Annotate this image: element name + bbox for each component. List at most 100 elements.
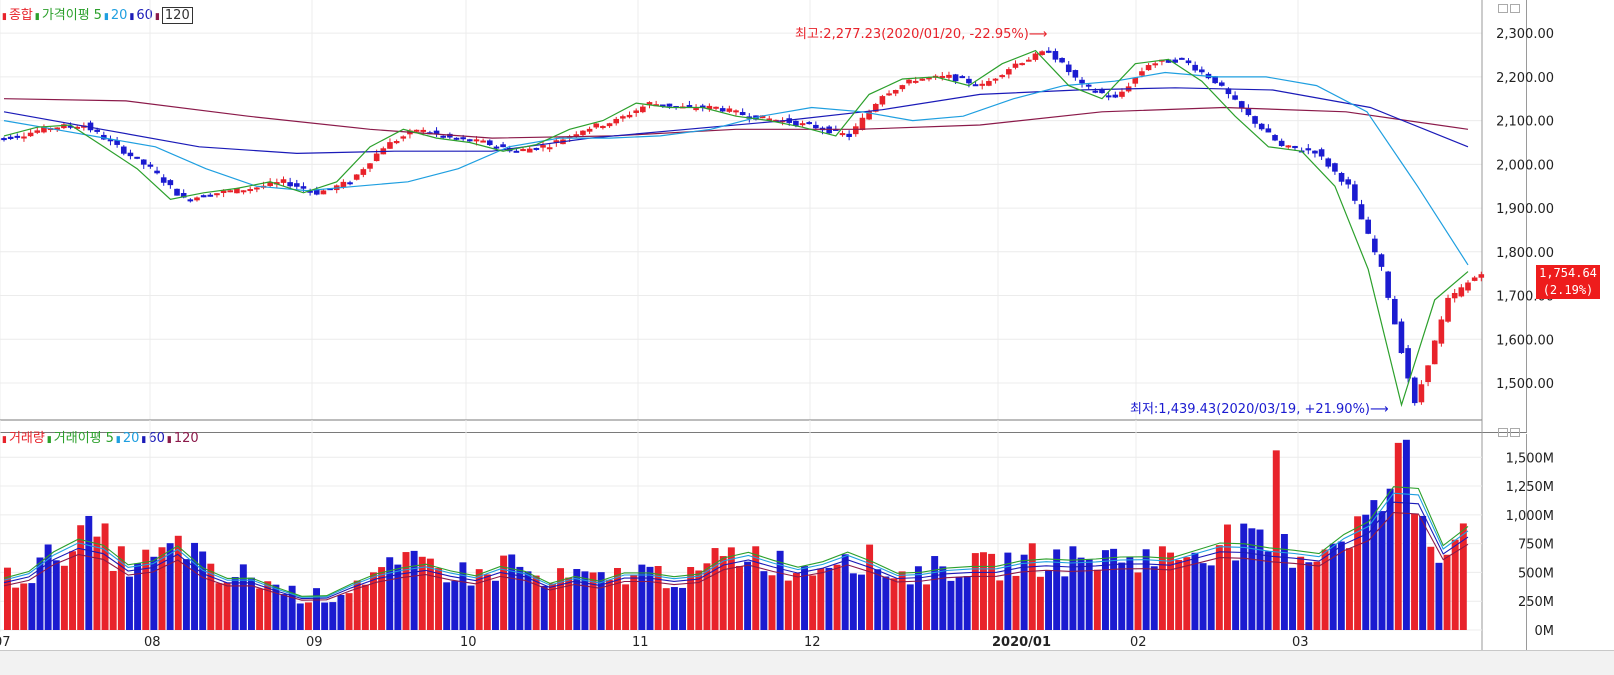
volume-bar bbox=[69, 551, 76, 630]
volume-axis-label: 750M bbox=[1518, 538, 1554, 553]
volume-bar bbox=[53, 560, 60, 630]
candle-body bbox=[1305, 148, 1311, 150]
volume-bar bbox=[484, 574, 491, 630]
candle-body bbox=[959, 76, 965, 78]
candle-body bbox=[141, 160, 147, 165]
candle-body bbox=[1073, 70, 1079, 78]
volume-bar bbox=[378, 567, 385, 630]
candle-body bbox=[1186, 60, 1192, 63]
candle-body bbox=[713, 107, 719, 109]
volume-bar bbox=[1021, 555, 1028, 630]
volume-bar bbox=[1419, 516, 1426, 630]
candle-body bbox=[1379, 254, 1385, 267]
volume-bar bbox=[37, 557, 44, 630]
volume-bar bbox=[1061, 576, 1068, 630]
volume-bar bbox=[1395, 443, 1402, 630]
candle-body bbox=[1292, 146, 1298, 148]
candle-body bbox=[620, 116, 626, 118]
candle-body bbox=[740, 112, 746, 115]
volume-bar bbox=[61, 566, 68, 630]
candle-body bbox=[720, 108, 726, 111]
candle-body bbox=[1086, 85, 1092, 87]
candle-body bbox=[201, 195, 207, 197]
volume-bar bbox=[102, 523, 109, 630]
candle-body bbox=[214, 193, 220, 195]
candle-body bbox=[1432, 341, 1438, 365]
candle-body bbox=[733, 110, 739, 112]
last-price-change: (2.19%) bbox=[1536, 282, 1600, 299]
x-axis-label: 08 bbox=[144, 635, 161, 650]
volume-bar bbox=[557, 568, 564, 630]
volume-bar bbox=[1444, 555, 1451, 630]
volume-bar bbox=[964, 576, 971, 630]
candle-body bbox=[580, 131, 586, 135]
x-axis-label: 03 bbox=[1292, 635, 1309, 650]
candle-body bbox=[161, 177, 167, 182]
volume-bar bbox=[1135, 572, 1142, 630]
volume-bar bbox=[492, 581, 499, 630]
candle-body bbox=[633, 110, 639, 113]
candle-body bbox=[227, 190, 233, 192]
candle-body bbox=[860, 118, 866, 130]
volume-bar bbox=[1281, 534, 1288, 630]
volume-bar bbox=[20, 583, 27, 630]
candle-body bbox=[354, 174, 360, 179]
volume-bar bbox=[215, 583, 222, 630]
volume-bar bbox=[77, 525, 84, 630]
volume-bar bbox=[947, 581, 954, 630]
candle-body bbox=[414, 130, 420, 132]
candle-body bbox=[154, 171, 160, 174]
volume-bar bbox=[931, 556, 938, 630]
candle-body bbox=[174, 189, 180, 196]
volume-bar bbox=[760, 571, 767, 630]
volume-axis-label: 250M bbox=[1518, 595, 1554, 610]
volume-bar bbox=[1240, 524, 1247, 630]
candle-body bbox=[1286, 145, 1292, 147]
candle-body bbox=[1093, 91, 1099, 93]
volume-bar bbox=[980, 552, 987, 630]
volume-bar bbox=[167, 543, 174, 630]
volume-bar bbox=[988, 554, 995, 630]
volume-bar bbox=[85, 516, 92, 630]
candle-body bbox=[1039, 51, 1045, 55]
candle-body bbox=[973, 84, 979, 86]
volume-bar bbox=[1151, 566, 1158, 630]
volume-bar bbox=[638, 565, 645, 630]
candle-body bbox=[1179, 58, 1185, 60]
candle-body bbox=[1219, 82, 1225, 85]
candle-body bbox=[846, 134, 852, 137]
candle-body bbox=[148, 165, 154, 167]
bottom-scroll-strip[interactable] bbox=[0, 650, 1614, 675]
x-axis-label: 07 bbox=[0, 635, 11, 650]
volume-bar bbox=[1126, 557, 1133, 630]
candle-body bbox=[247, 189, 253, 191]
candle-body bbox=[1113, 95, 1119, 98]
candle-body bbox=[1385, 272, 1391, 298]
candle-body bbox=[1013, 64, 1019, 68]
volume-bar bbox=[1045, 570, 1052, 630]
candle-body bbox=[1246, 108, 1252, 115]
volume-bar bbox=[630, 575, 637, 630]
volume-bar bbox=[1289, 568, 1296, 630]
candle-body bbox=[1026, 60, 1032, 62]
volume-bar bbox=[305, 602, 312, 630]
price-chart-svg: 1,500.001,600.001,700.001,800.001,900.00… bbox=[0, 0, 1614, 432]
volume-bar bbox=[809, 575, 816, 630]
candle-body bbox=[520, 149, 526, 151]
candle-body bbox=[207, 195, 213, 197]
candle-body bbox=[1399, 322, 1405, 354]
candle-body bbox=[1392, 299, 1398, 324]
volume-bar bbox=[1069, 546, 1076, 630]
candle-body bbox=[1053, 51, 1059, 60]
candle-body bbox=[1019, 63, 1025, 65]
low-annotation: 최저:1,439.43(2020/03/19, +21.90%)⟶ bbox=[1130, 402, 1389, 417]
candle-body bbox=[1199, 69, 1205, 72]
volume-bar bbox=[736, 566, 743, 630]
volume-bar bbox=[972, 553, 979, 630]
volume-bar bbox=[362, 585, 369, 630]
volume-bar bbox=[508, 554, 515, 630]
volume-bar bbox=[1200, 563, 1207, 630]
candle-body bbox=[194, 197, 200, 200]
volume-bar bbox=[744, 562, 751, 630]
